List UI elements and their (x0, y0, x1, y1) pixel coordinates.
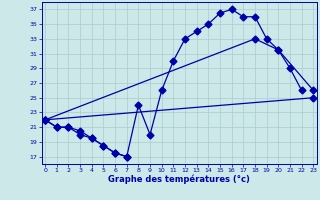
X-axis label: Graphe des températures (°c): Graphe des températures (°c) (108, 175, 250, 184)
